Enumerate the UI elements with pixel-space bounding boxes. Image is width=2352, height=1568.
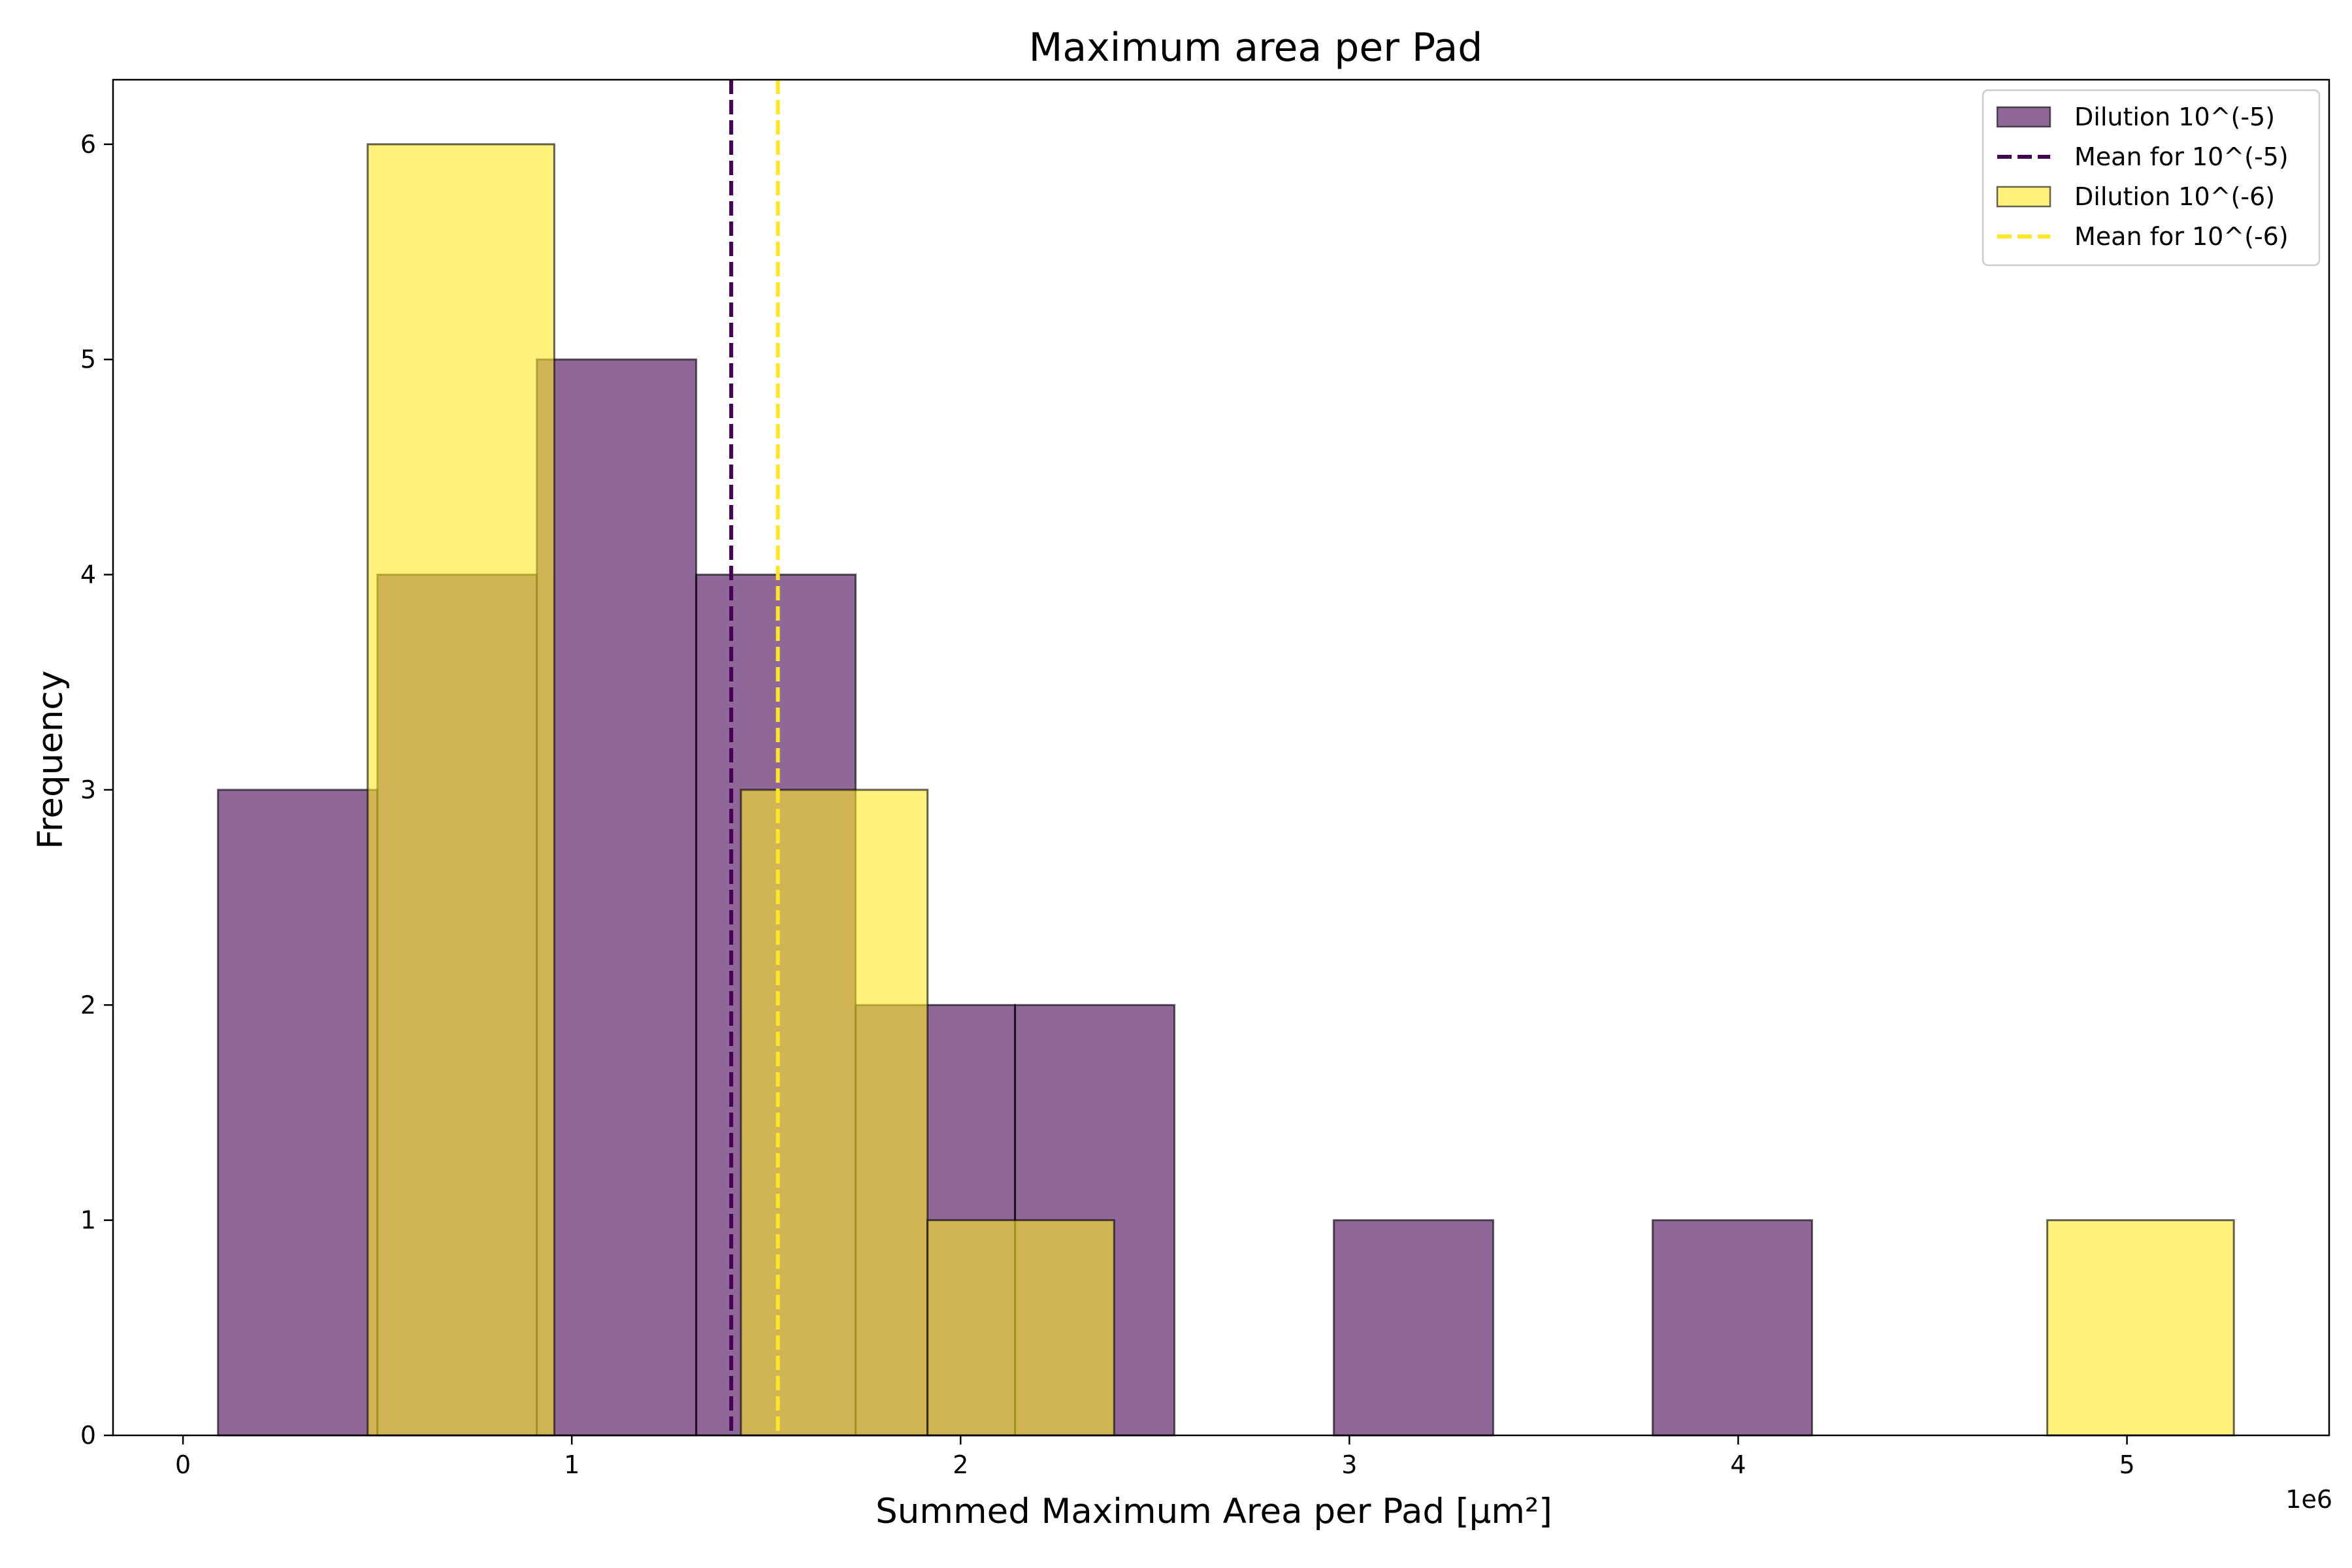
x-axis: 0 1 2 3 4 5: [175, 1435, 2135, 1479]
chart-title: Maximum area per Pad: [1029, 25, 1483, 71]
legend-label: Mean for 10^(-5): [2074, 142, 2289, 171]
bar: [367, 143, 555, 1437]
bar: [2046, 1219, 2235, 1437]
x-axis-offset-label: 1e6: [2285, 1485, 2332, 1514]
y-tick-label: 4: [80, 561, 96, 589]
bar: [217, 789, 379, 1437]
legend-swatch: [1996, 106, 2051, 128]
legend-label: Dilution 10^(-6): [2074, 182, 2275, 211]
legend-item: Dilution 10^(-5): [1996, 103, 2275, 131]
bar: [926, 1219, 1115, 1437]
series-2-bars: [367, 143, 2235, 1437]
y-tick-label: 1: [80, 1206, 96, 1235]
y-tick-label: 2: [80, 990, 96, 1019]
legend: Dilution 10^(-5) Mean for 10^(-5) Dilution…: [1982, 89, 2321, 267]
x-axis-label-unit: [μm²]: [1456, 1492, 1552, 1531]
x-tick-label: 3: [1341, 1450, 1357, 1479]
y-axis: 0 1 2 3 4 5 6: [80, 130, 113, 1450]
legend-item: Mean for 10^(-5): [1997, 142, 2289, 171]
y-axis-label: Frequency: [31, 670, 71, 849]
bar: [740, 789, 929, 1437]
bar: [1652, 1219, 1814, 1437]
x-axis-label-text: Summed Maximum Area per Pad: [875, 1492, 1445, 1531]
x-tick-label: 0: [175, 1450, 191, 1479]
x-tick-label: 4: [1730, 1450, 1746, 1479]
legend-item: Dilution 10^(-6): [1996, 182, 2275, 211]
mean-lines: [729, 80, 780, 1435]
y-tick-label: 6: [80, 130, 96, 159]
legend-label: Dilution 10^(-5): [2074, 103, 2275, 131]
legend-box: [1982, 89, 2321, 267]
y-tick-label: 5: [80, 345, 96, 374]
x-tick-label: 2: [953, 1450, 968, 1479]
legend-label: Mean for 10^(-6): [2074, 222, 2289, 251]
legend-item: Mean for 10^(-6): [1997, 222, 2289, 251]
x-tick-label: 5: [2119, 1450, 2134, 1479]
plot-frame: [112, 78, 2330, 1437]
y-tick-label: 0: [80, 1421, 96, 1450]
y-tick-label: 3: [80, 776, 96, 804]
x-tick-label: 1: [564, 1450, 580, 1479]
x-axis-label: Summed Maximum Area per Pad [μm²]: [875, 1492, 1552, 1531]
legend-swatch: [1996, 186, 2051, 208]
bar: [536, 358, 698, 1437]
bar: [1333, 1219, 1495, 1437]
